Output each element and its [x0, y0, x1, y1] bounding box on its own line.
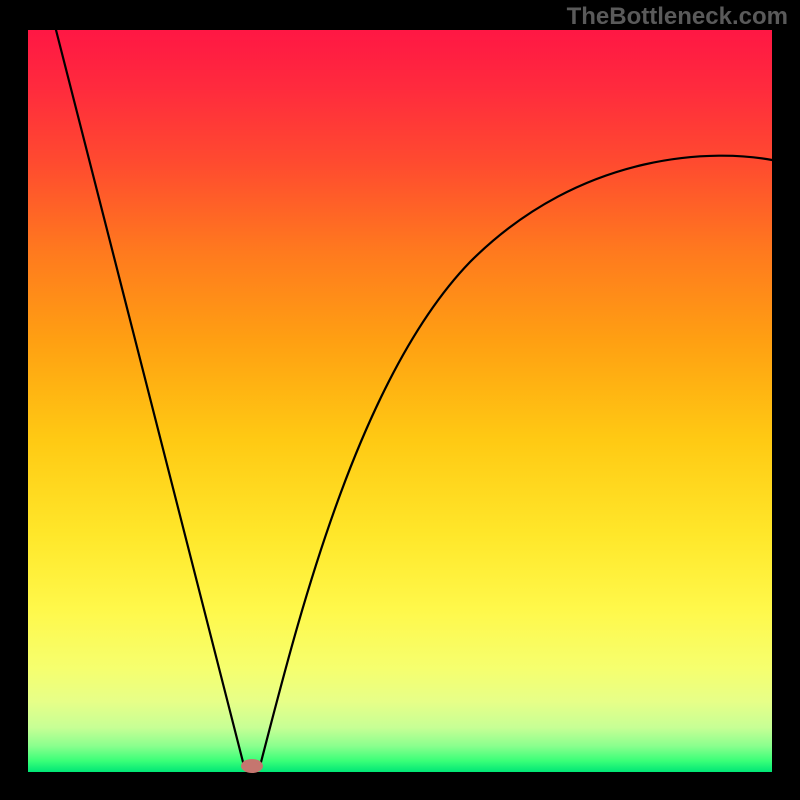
- watermark-text: TheBottleneck.com: [567, 3, 788, 30]
- plot-area: [28, 30, 772, 772]
- chart-root: TheBottleneck.com: [0, 0, 800, 800]
- chart-svg: TheBottleneck.com: [0, 0, 800, 800]
- minimum-marker: [241, 759, 263, 773]
